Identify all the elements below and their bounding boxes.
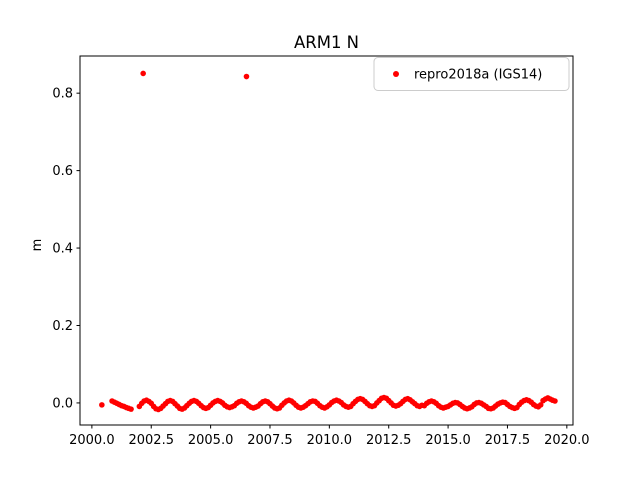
data-point <box>537 402 544 408</box>
y-tick-label: 0.2 <box>52 319 73 334</box>
legend-marker-dot-icon <box>393 71 399 77</box>
data-point <box>99 402 105 408</box>
x-tick-label: 2020.0 <box>544 433 590 448</box>
y-tick-label: 0.4 <box>52 242 73 257</box>
x-tick-label: 2005.0 <box>188 433 234 448</box>
y-axis-label: m <box>30 239 45 252</box>
legend-box <box>373 57 570 91</box>
y-tick-label: 0.8 <box>52 87 73 102</box>
x-tick-label: 2002.5 <box>128 433 174 448</box>
y-tick-label: 0.6 <box>52 164 73 179</box>
y-axis-ticks: 0.0 0.2 0.4 0.6 0.8 <box>52 87 80 411</box>
data-point <box>128 406 134 412</box>
outlier-point <box>140 70 146 77</box>
x-tick-label: 2007.5 <box>247 433 293 448</box>
x-axis-ticks: 2000.0 2002.5 2005.0 2007.5 2010.0 2012.5 2015… <box>69 425 590 448</box>
data-point <box>552 398 558 404</box>
x-tick-label: 2012.5 <box>366 433 412 448</box>
x-tick-label: 2015.0 <box>425 433 471 448</box>
legend: repro2018a (IGS14) <box>373 57 570 91</box>
axes-frame <box>79 55 574 426</box>
y-tick-label: 0.0 <box>52 396 73 411</box>
x-tick-label: 2000.0 <box>69 433 115 448</box>
plot-title: ARM1 N <box>294 33 359 52</box>
x-tick-label: 2010.0 <box>307 433 353 448</box>
legend-entry-label: repro2018a (IGS14) <box>414 68 542 83</box>
outlier-point <box>243 73 250 80</box>
x-tick-label: 2017.5 <box>485 433 531 448</box>
scatter-series-repro2018a <box>99 70 558 413</box>
